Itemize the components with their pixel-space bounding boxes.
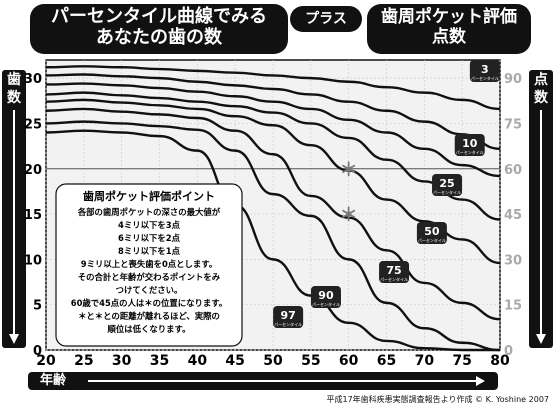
- series-line-75: [45, 107, 501, 321]
- source-note: 平成17年歯科疾患実態調査報告より作成 © K. Yoshine 2007: [326, 395, 549, 404]
- series-label-sub-25: パーセンタイル: [433, 189, 461, 195]
- series-label-50: 50: [424, 225, 440, 238]
- x-tick-45: 45: [225, 353, 244, 369]
- series-label-90: 90: [318, 289, 334, 302]
- x-tick-50: 50: [263, 353, 283, 369]
- legend-line-4: 9ミリ以上と喪失歯を0点とします。: [81, 259, 217, 269]
- x-tick-70: 70: [415, 353, 435, 369]
- xlabel-arrow: [88, 380, 478, 382]
- series-label-sub-10: パーセンタイル: [456, 149, 484, 155]
- legend-line-3: 8ミリ以下を1点: [118, 246, 181, 256]
- legend-title: 歯周ポケット評価ポイント: [83, 189, 215, 203]
- series-label-3: 3: [481, 63, 489, 76]
- x-tick-25: 25: [74, 353, 93, 369]
- title-line-1: パーセンタイル曲線でみる: [51, 6, 267, 27]
- left-axis-label-1: 歯: [7, 71, 21, 88]
- y-left-tick-30: 30: [24, 72, 42, 87]
- legend-box: [55, 183, 243, 347]
- y-right-tick-90: 90: [504, 72, 522, 87]
- legend-line-8: ＊と＊との距離が離れるほど、実際の: [78, 311, 220, 321]
- series-line-50: [45, 98, 501, 265]
- series-label-box-10: [454, 134, 485, 156]
- legend-line-1: 4ミリ以下を3点: [118, 220, 181, 230]
- series-label-97: 97: [280, 309, 295, 322]
- y-right-tick-0: 0: [504, 344, 513, 359]
- y-left-tick-25: 25: [24, 117, 42, 132]
- right-axis-label-1: 点: [534, 71, 548, 88]
- y-right-tick-45: 45: [504, 208, 522, 223]
- left-axis-label-2: 数: [7, 89, 22, 106]
- y-left-tick-10: 10: [24, 253, 42, 268]
- y-left-tick-15: 15: [24, 208, 42, 223]
- plus-bubble: プラス: [290, 6, 362, 32]
- right-axis-arrow-head: [536, 334, 546, 344]
- series-label-25: 25: [439, 177, 454, 190]
- marker-0: ＊: [340, 160, 358, 181]
- pocket-score-bubble: 歯周ポケット評価 点数: [367, 4, 531, 54]
- title-bubble: パーセンタイル曲線でみる あなたの歯の数: [30, 4, 288, 54]
- x-tick-30: 30: [112, 353, 132, 369]
- xlabel-bar: 年齢: [28, 372, 498, 390]
- x-tick-55: 55: [301, 353, 320, 369]
- series-label-10: 10: [462, 137, 478, 150]
- series-line-3: [45, 65, 501, 111]
- series-label-box-97: [273, 306, 304, 328]
- y-right-tick-15: 15: [504, 299, 522, 314]
- y-left-tick-0: 0: [33, 344, 42, 359]
- x-tick-35: 35: [150, 353, 169, 369]
- y-right-tick-75: 75: [504, 117, 522, 132]
- series-line-10: [45, 82, 501, 178]
- marker-1: ＊: [340, 205, 358, 226]
- series-line-p1: [45, 73, 501, 151]
- x-tick-60: 60: [339, 353, 359, 369]
- series-label-box-75: [379, 261, 410, 283]
- legend-line-5: その合計と年齢が交わるポイントをみ: [78, 272, 221, 282]
- series-label-sub-50: パーセンタイル: [418, 237, 446, 243]
- y-right-tick-30: 30: [504, 253, 522, 268]
- right-axis-label-2: 数: [534, 89, 549, 106]
- series-line-90: [45, 120, 501, 352]
- series-label-75: 75: [386, 264, 401, 277]
- x-tick-40: 40: [188, 353, 208, 369]
- left-axis-arrow-head: [9, 334, 19, 344]
- series-line-25: [45, 91, 501, 221]
- legend-line-6: つけてください。: [116, 285, 183, 295]
- series-line-97: [45, 129, 500, 352]
- y-right-tick-60: 60: [504, 163, 522, 178]
- title-line-2: あなたの歯の数: [96, 26, 222, 48]
- series-label-box-50: [416, 222, 447, 244]
- series-label-box-90: [310, 286, 341, 308]
- x-tick-20: 20: [36, 353, 56, 369]
- pocket-line-2: 点数: [432, 26, 466, 47]
- xlabel-arrow-head: [476, 376, 485, 386]
- series-label-sub-90: パーセンタイル: [312, 301, 340, 307]
- series-label-box-3: [469, 60, 500, 82]
- series-label-sub-97: パーセンタイル: [274, 321, 302, 327]
- y-left-tick-20: 20: [24, 163, 42, 178]
- y-left-tick-5: 5: [33, 299, 42, 314]
- x-tick-75: 75: [452, 353, 471, 369]
- pocket-line-1: 歯周ポケット評価: [381, 7, 517, 27]
- legend-line-9: 順位は低くなります。: [107, 324, 191, 334]
- xlabel-text: 年齢: [40, 373, 67, 388]
- series-label-box-25: [432, 174, 463, 196]
- x-tick-80: 80: [490, 353, 510, 369]
- series-label-sub-3: パーセンタイル: [471, 75, 499, 81]
- x-tick-65: 65: [377, 353, 396, 369]
- legend-line-7: 60歳で45点の人は＊の位置になります。: [71, 298, 227, 308]
- legend-line-2: 6ミリ以下を2点: [118, 233, 181, 243]
- legend-line-0: 各部の歯周ポケットの深さの最大値が: [77, 207, 221, 217]
- series-label-sub-75: パーセンタイル: [380, 276, 408, 282]
